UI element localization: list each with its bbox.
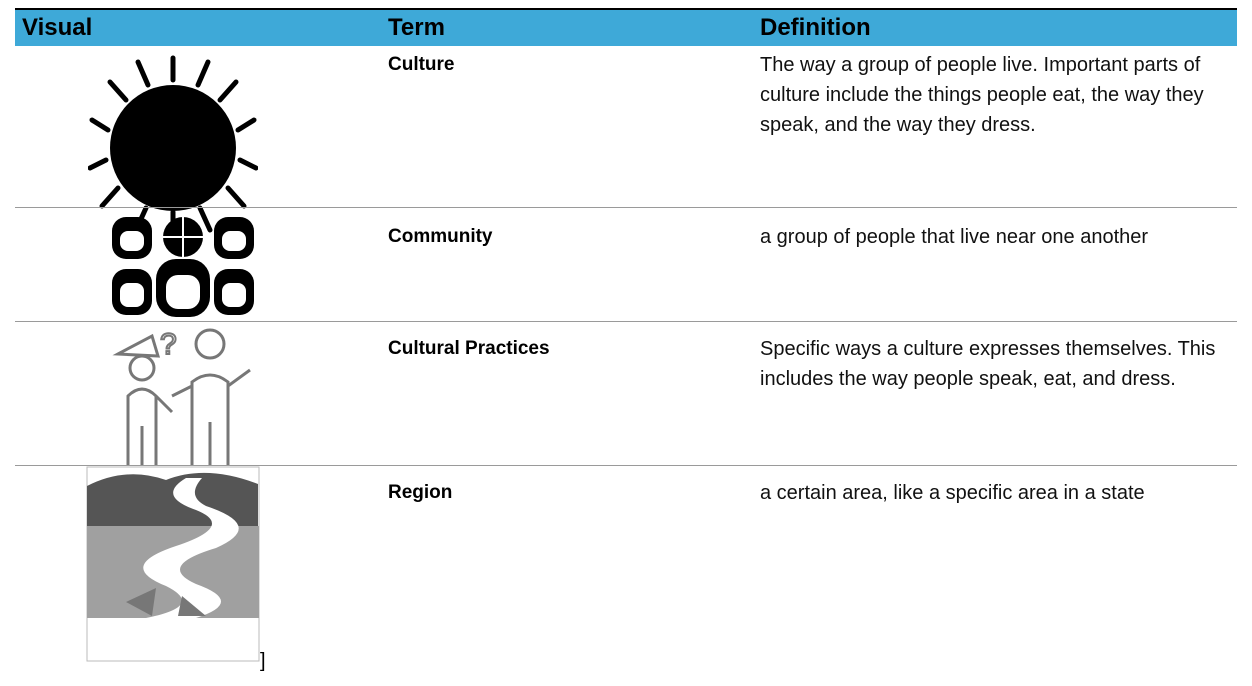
row-separator [15, 321, 1237, 322]
term: Cultural Practices [388, 338, 550, 359]
header-cell: Definition [760, 14, 871, 41]
community-icon [112, 217, 254, 317]
region-icon [86, 466, 260, 662]
term: Region [388, 482, 453, 503]
term: Community [388, 226, 493, 247]
row-separator [15, 207, 1237, 208]
stray-text: ] [260, 650, 266, 672]
header-cell: Visual [22, 14, 93, 41]
definition: a certain area, like a specific area in … [760, 482, 1145, 504]
svg-text:?: ? [160, 328, 177, 361]
definition: a group of people that live near one ano… [760, 226, 1149, 248]
practices-icon: ? [112, 327, 251, 466]
definition: The way a group of people live. Importan… [760, 54, 1204, 136]
top-border [15, 8, 1237, 10]
culture-icon [88, 55, 258, 234]
definition: Specific ways a culture expresses themse… [760, 338, 1216, 390]
term: Culture [388, 54, 455, 75]
table-header: Visual Term Definition [15, 10, 1237, 46]
header-cell: Term [388, 14, 445, 41]
row-separator [15, 465, 1237, 466]
